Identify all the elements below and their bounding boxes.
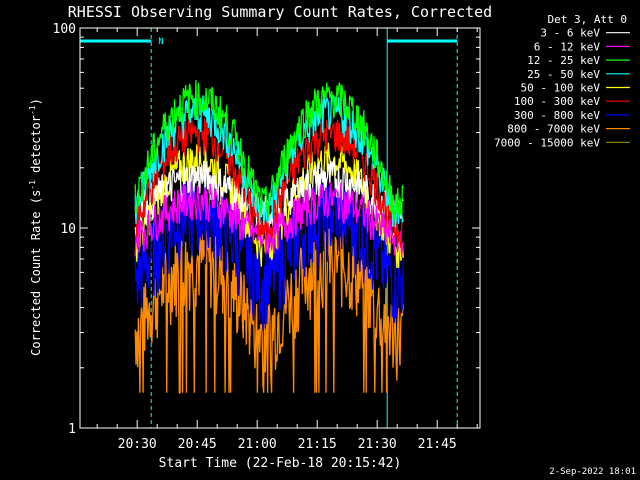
legend-label: 800 - 7000 keV (507, 123, 600, 136)
chart-title: RHESSI Observing Summary Count Rates, Co… (68, 3, 492, 21)
x-axis-label: Start Time (22-Feb-18 20:15:42) (159, 456, 402, 471)
y-tick-label: 1 (68, 422, 76, 437)
x-tick-label: 21:45 (418, 437, 457, 452)
x-tick-label: 20:30 (118, 437, 157, 452)
legend-label: 100 - 300 keV (514, 95, 600, 108)
plot-area: N (79, 28, 458, 428)
footer-date: 2-Sep-2022 18:01 (549, 467, 636, 477)
legend-label: 7000 - 15000 keV (494, 136, 600, 149)
x-tick-label: 21:30 (358, 437, 397, 452)
y-tick-label: 10 (60, 222, 76, 237)
y-tick-label: 100 (53, 22, 76, 37)
legend-label: 12 - 25 keV (527, 54, 600, 67)
x-tick-label: 21:00 (238, 437, 277, 452)
legend-label: 300 - 800 keV (514, 109, 600, 122)
legend-label: 3 - 6 keV (540, 27, 600, 40)
x-tick-label: 20:45 (178, 437, 217, 452)
night-bar-label: N (158, 37, 163, 47)
series-trace (134, 228, 404, 394)
x-tick-label: 21:15 (298, 437, 337, 452)
axes: 1 10 100 20:30 20:45 21:00 21:15 21:30 21:45 (53, 22, 481, 452)
legend-label: 6 - 12 keV (534, 40, 601, 53)
y-axis-label: Corrected Count Rate (s-1 detector-1) (28, 98, 43, 356)
legend-label: 50 - 100 keV (521, 82, 601, 95)
legend-header: Det 3, Att 0 (548, 13, 627, 26)
legend-label: 25 - 50 keV (527, 68, 600, 81)
series-trace (134, 181, 404, 258)
series-trace (134, 80, 404, 222)
